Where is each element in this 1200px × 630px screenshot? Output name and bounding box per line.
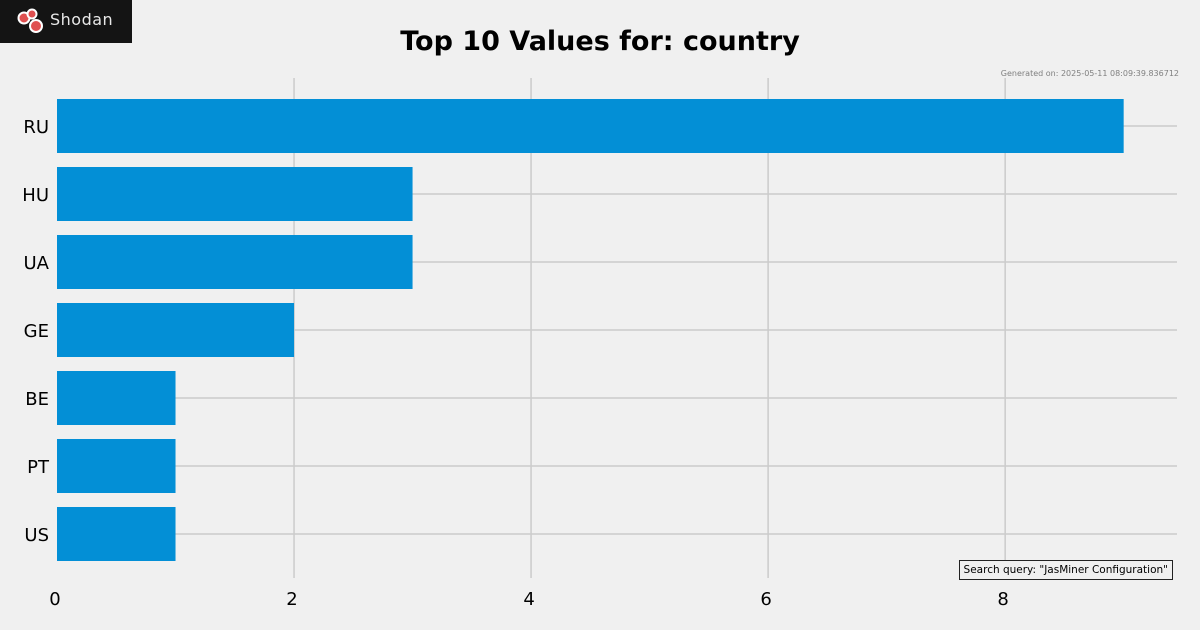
- x-tick-label: 6: [760, 589, 771, 610]
- bar-pt: [57, 439, 176, 493]
- y-tick-label: BE: [25, 389, 49, 410]
- x-tick-label: 0: [49, 589, 60, 610]
- bar-ge: [57, 303, 295, 357]
- shodan-logo-icon: [17, 8, 43, 33]
- bar-hu: [57, 167, 413, 221]
- logo-text: Shodan: [50, 10, 114, 29]
- bar-be: [57, 371, 176, 425]
- bar-ua: [57, 235, 413, 289]
- y-tick-label: HU: [22, 185, 49, 206]
- generated-timestamp: Generated on: 2025-05-11 08:09:39.836712: [1000, 69, 1179, 78]
- shodan-logo: Shodan: [0, 0, 132, 43]
- y-tick-label: GE: [24, 321, 49, 342]
- y-tick-label: RU: [23, 117, 49, 138]
- bar-ru: [57, 99, 1124, 153]
- y-tick-label: PT: [27, 457, 50, 478]
- x-tick-label: 8: [997, 589, 1008, 610]
- y-tick-label: US: [24, 525, 49, 546]
- x-tick-label: 2: [286, 589, 297, 610]
- chart-title: Top 10 Values for: country: [400, 26, 800, 57]
- y-tick-label: UA: [24, 253, 50, 274]
- bars: [57, 99, 1124, 561]
- x-tick-label: 4: [523, 589, 534, 610]
- search-query-label: Search query: "JasMiner Configuration": [958, 560, 1173, 580]
- axis-labels: RU HU UA GE BE PT US 0 2 4 6 8: [22, 117, 1009, 610]
- bar-us: [57, 507, 176, 561]
